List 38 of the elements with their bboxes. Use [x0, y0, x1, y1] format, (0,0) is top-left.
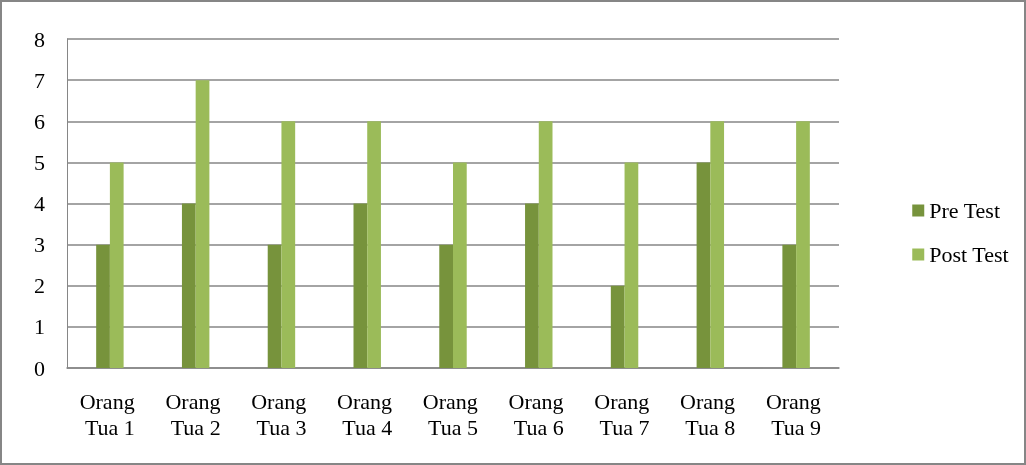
y-tick-label: 8 — [34, 26, 45, 52]
x-tick-label: Orang Tua 7 — [594, 388, 655, 440]
y-tick-label: 0 — [34, 355, 45, 381]
bar — [453, 162, 467, 368]
bar — [782, 244, 797, 368]
bar — [525, 203, 539, 368]
x-tick-label: Orang Tua 5 — [422, 388, 484, 440]
legend-label: Post Test — [929, 242, 1009, 267]
y-tick-label: 6 — [34, 108, 45, 134]
bar — [439, 244, 453, 368]
x-tick-label: Orang Tua 6 — [508, 388, 570, 440]
bar — [610, 285, 625, 368]
bar — [538, 121, 553, 368]
x-tick-label: Orang Tua 9 — [765, 388, 827, 440]
bar — [109, 162, 124, 368]
x-tick-label: Orang Tua 8 — [680, 388, 741, 440]
bar — [181, 203, 196, 368]
legend-label: Pre Test — [929, 198, 1001, 223]
bar — [796, 121, 810, 368]
bar — [696, 162, 711, 368]
y-tick-label: 4 — [34, 191, 45, 216]
bar — [96, 244, 110, 368]
bar — [624, 162, 639, 368]
bar — [195, 80, 210, 368]
x-tick-label: Orang Tua 4 — [336, 388, 398, 440]
x-tick-label: Orang Tua 1 — [79, 388, 141, 440]
bar — [267, 244, 282, 368]
bar — [367, 121, 381, 368]
bar — [353, 203, 368, 368]
y-tick-label: 1 — [34, 314, 45, 340]
x-tick-label: Orang Tua 2 — [165, 388, 226, 440]
y-tick-label: 7 — [34, 67, 45, 93]
y-tick-label: 5 — [34, 149, 45, 175]
y-tick-label: 3 — [34, 232, 45, 258]
y-tick-label: 2 — [34, 273, 45, 299]
bar — [710, 121, 725, 368]
bar — [281, 121, 296, 368]
x-tick-label: Orang Tua 3 — [251, 388, 312, 440]
